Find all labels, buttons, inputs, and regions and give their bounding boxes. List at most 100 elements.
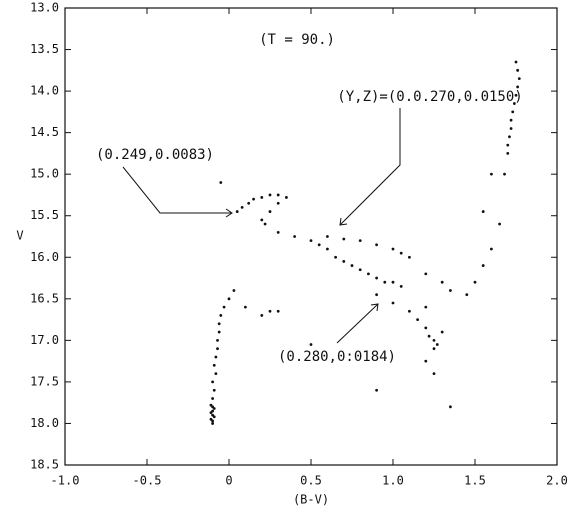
point: [375, 388, 378, 392]
point: [216, 338, 219, 342]
x-tick-label: 2.0: [546, 474, 568, 488]
point: [449, 289, 452, 292]
point: [435, 343, 439, 346]
point: [506, 143, 510, 147]
point: [509, 118, 513, 122]
point: [309, 239, 313, 243]
point: [367, 272, 370, 276]
point: [432, 347, 436, 351]
point: [508, 135, 511, 139]
point: [276, 201, 280, 205]
point: [247, 201, 251, 205]
point: [211, 409, 215, 413]
point: [375, 243, 378, 247]
y-axis-label: V: [16, 229, 23, 243]
annotation: (T = 90.): [259, 32, 335, 48]
y-tick-label: 14.0: [30, 84, 59, 98]
point: [211, 413, 215, 417]
point: [212, 388, 216, 392]
point: [209, 417, 213, 421]
point: [514, 60, 518, 64]
point: [219, 181, 223, 184]
point: [391, 280, 395, 284]
point: [252, 197, 256, 201]
point: [276, 193, 280, 197]
point: [506, 152, 510, 155]
y-tick-label: 16.5: [30, 291, 59, 305]
point: [235, 210, 239, 213]
y-tick-label: 17.0: [30, 333, 59, 347]
point: [219, 314, 223, 317]
x-tick-label: 1.0: [382, 474, 404, 488]
point: [511, 110, 515, 114]
arrow: [336, 303, 379, 344]
point: [440, 280, 444, 284]
annotation: (0.280,0:0184): [278, 349, 396, 365]
point: [424, 326, 428, 330]
arrow-head: [339, 217, 348, 226]
point: [268, 193, 272, 197]
point: [408, 255, 411, 259]
point: [514, 93, 518, 97]
point: [317, 243, 321, 247]
point: [424, 272, 428, 276]
x-tick-label: -1.0: [51, 474, 80, 488]
x-tick-label: 0: [225, 474, 232, 488]
arrow: [122, 166, 232, 214]
point: [309, 343, 313, 346]
point: [416, 318, 419, 321]
x-tick-label: 1.5: [464, 474, 486, 488]
point: [211, 397, 215, 400]
x-tick-label: -0.5: [133, 474, 162, 488]
y-tick-label: 17.5: [30, 374, 59, 388]
point: [214, 355, 218, 359]
x-axis-label: (B-V): [293, 493, 329, 507]
arrow-head: [225, 208, 233, 218]
point: [399, 251, 403, 255]
point: [260, 196, 264, 199]
y-tick-label: 18.5: [30, 458, 59, 472]
arrow: [339, 108, 401, 226]
point: [375, 276, 378, 280]
point: [222, 305, 226, 309]
point: [449, 405, 452, 409]
point: [326, 235, 329, 238]
point: [334, 255, 337, 259]
point: [244, 305, 247, 309]
point: [432, 372, 436, 375]
point: [263, 222, 267, 226]
point: [217, 330, 221, 334]
point: [216, 347, 219, 351]
point: [399, 284, 403, 288]
point: [212, 363, 216, 367]
point: [217, 322, 221, 326]
arrow-head: [370, 303, 379, 312]
point: [432, 338, 436, 342]
point: [490, 172, 493, 176]
y-tick-label: 14.5: [30, 125, 59, 139]
point: [350, 264, 354, 267]
point: [516, 68, 520, 72]
point: [209, 403, 213, 407]
annotation: (0.249,0.0083): [96, 147, 214, 163]
point: [326, 247, 329, 251]
point: [517, 77, 521, 81]
point: [268, 309, 272, 313]
point: [227, 297, 231, 301]
point: [490, 247, 493, 251]
arrows: [122, 108, 401, 344]
point: [293, 235, 296, 238]
point: [391, 301, 395, 305]
y-tick-label: 13.5: [30, 42, 59, 56]
point: [516, 85, 520, 89]
point: [391, 247, 395, 251]
point: [427, 334, 431, 338]
point: [473, 280, 477, 284]
point: [408, 309, 411, 313]
point: [268, 210, 272, 213]
point: [440, 330, 444, 334]
point: [358, 268, 362, 272]
point: [424, 359, 428, 363]
y-tick-label: 13.0: [30, 1, 59, 15]
